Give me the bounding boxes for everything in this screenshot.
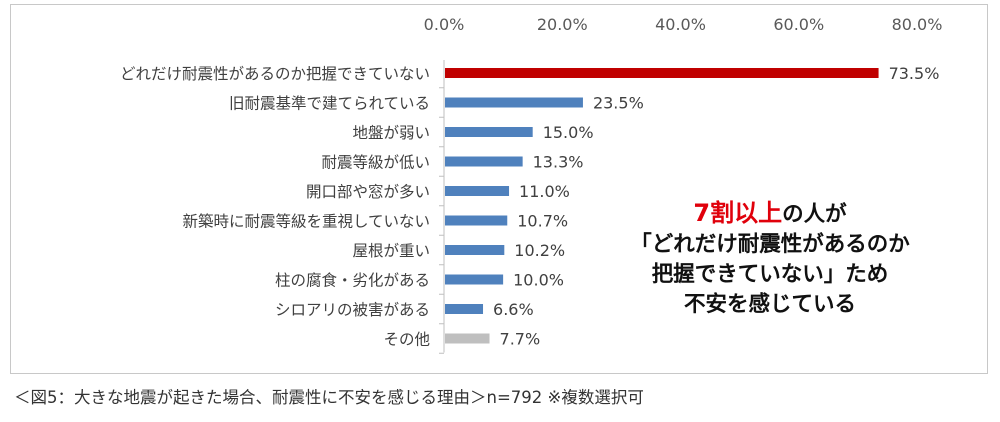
chart-frame: 0.0% 20.0% 40.0% 60.0% 80.0% どれだけ耐震性があるのか把握でき… bbox=[10, 4, 988, 374]
x-tick-label: 20.0% bbox=[537, 15, 588, 34]
callout-highlight: 7割以上 bbox=[693, 199, 783, 227]
category-label: 地盤が弱い bbox=[352, 124, 430, 142]
bar bbox=[445, 304, 484, 314]
value-label: 13.3% bbox=[533, 153, 584, 172]
value-label: 10.7% bbox=[517, 212, 568, 231]
bar bbox=[445, 333, 490, 344]
value-label: 10.0% bbox=[513, 271, 564, 290]
value-label: 23.5% bbox=[593, 94, 644, 113]
callout-line-4: 不安を感じている bbox=[683, 292, 856, 317]
category-label: その他 bbox=[383, 331, 430, 349]
bar bbox=[445, 97, 583, 108]
value-label: 11.0% bbox=[519, 182, 570, 201]
figure-caption: ＜図5：大きな地震が起きた場合、耐震性に不安を感じる理由＞n=792 ※複数選択… bbox=[14, 388, 644, 407]
value-label: 73.5% bbox=[889, 64, 940, 83]
category-label: シロアリの被害がある bbox=[275, 301, 430, 319]
x-tick-label: 0.0% bbox=[424, 15, 465, 34]
bar bbox=[445, 215, 508, 226]
callout-line-1-rest: の人が bbox=[782, 202, 847, 227]
category-label: 屋根が重い bbox=[352, 242, 430, 260]
bar bbox=[445, 186, 510, 196]
bar bbox=[445, 127, 533, 137]
category-label: 新築時に耐震等級を重視していない bbox=[182, 213, 430, 231]
bar bbox=[445, 245, 505, 255]
category-label: どれだけ耐震性があるのか把握できていない bbox=[120, 65, 430, 83]
callout-line-3: 把握できていない」ため bbox=[651, 262, 889, 287]
value-label: 15.0% bbox=[543, 123, 594, 142]
category-label: 旧耐震基準で建てられている bbox=[229, 95, 430, 113]
value-label: 6.6% bbox=[493, 300, 534, 319]
x-tick-label: 80.0% bbox=[892, 15, 943, 34]
category-label: 耐震等級が低い bbox=[321, 154, 430, 172]
value-label: 7.7% bbox=[500, 330, 541, 349]
bar bbox=[445, 68, 879, 78]
callout-line-1: 7割以上の人が bbox=[600, 198, 940, 230]
x-tick-label: 60.0% bbox=[773, 15, 824, 34]
bar bbox=[445, 156, 523, 167]
category-label: 柱の腐食・劣化がある bbox=[275, 272, 430, 290]
bar-chart: 0.0% 20.0% 40.0% 60.0% 80.0% どれだけ耐震性があるのか把握でき… bbox=[120, 15, 943, 354]
value-label: 10.2% bbox=[514, 241, 565, 260]
category-label: 開口部や窓が多い bbox=[306, 183, 430, 201]
callout-annotation: 7割以上の人が 「どれだけ耐震性があるのか 把握できていない」ため 不安を感じて… bbox=[600, 198, 940, 320]
bar bbox=[445, 274, 504, 285]
callout-line-2: 「どれだけ耐震性があるのか bbox=[630, 232, 910, 257]
x-tick-label: 40.0% bbox=[655, 15, 706, 34]
